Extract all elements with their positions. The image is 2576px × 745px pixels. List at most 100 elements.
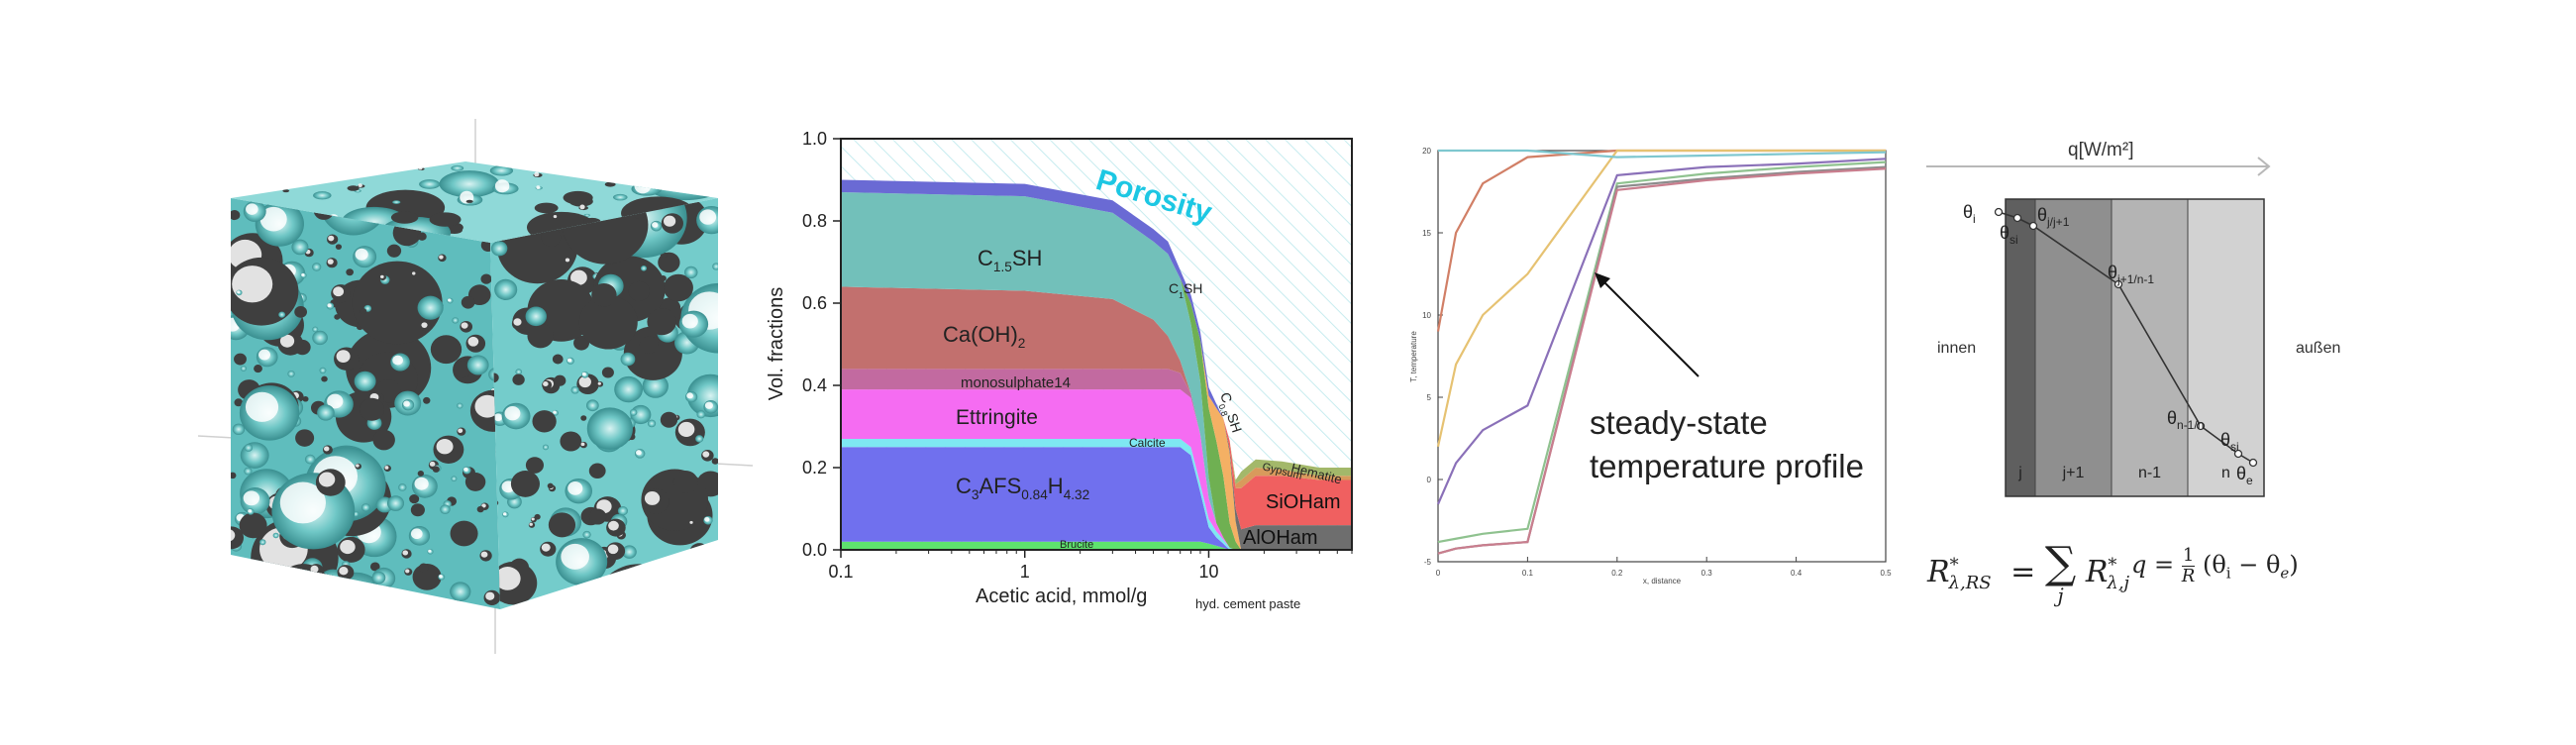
- pore: [244, 444, 254, 452]
- pore: [386, 244, 402, 258]
- pore-highlight: [579, 204, 585, 210]
- pore-highlight: [327, 259, 334, 265]
- pore-highlight: [704, 516, 710, 522]
- pore-highlight: [439, 255, 444, 260]
- temperature-point-label: θn-1/n: [2167, 408, 2204, 432]
- x-tick-label: 0.5: [1880, 569, 1892, 578]
- label-c15sh: C1.5SH: [978, 246, 1042, 274]
- arrow-right-icon: [2257, 157, 2271, 176]
- pore: [512, 373, 525, 385]
- pore: [240, 442, 269, 469]
- pore: [295, 429, 315, 447]
- pore: [244, 467, 253, 476]
- pore-highlight: [504, 405, 521, 421]
- pore-highlight: [644, 491, 661, 505]
- y-axis-label: T, temperature: [1409, 331, 1418, 382]
- pore: [642, 373, 669, 398]
- pore: [695, 435, 704, 443]
- pore-highlight: [702, 451, 710, 458]
- pore: [573, 585, 594, 604]
- pore: [294, 305, 308, 318]
- y-tick-label: 15: [1422, 229, 1431, 238]
- pore-highlight: [536, 185, 541, 189]
- pore-highlight: [276, 170, 281, 174]
- label-c1sh: C1SH: [1169, 280, 1202, 300]
- pore-highlight: [245, 391, 279, 422]
- pore: [361, 503, 370, 512]
- pore: [335, 244, 343, 251]
- pore: [712, 263, 718, 270]
- pore-highlight: [464, 467, 468, 472]
- pore-highlight: [428, 549, 432, 553]
- label-c3afs: C3AFS0.84H4.32: [956, 474, 1089, 502]
- pore: [696, 579, 703, 585]
- pore: [419, 179, 441, 189]
- pore-highlight: [494, 567, 521, 590]
- pore-highlight: [429, 461, 436, 467]
- pore: [312, 326, 319, 333]
- pore: [642, 596, 649, 602]
- temperature-point-label: θj/j+1: [2037, 205, 2070, 229]
- label-monosulphate14: monosulphate14: [961, 374, 1071, 391]
- layer-label: n-1: [2138, 465, 2161, 481]
- pore-highlight: [392, 355, 404, 366]
- wall-layer: [2187, 198, 2265, 497]
- inside-label: innen: [1937, 340, 1976, 357]
- x-axis-label: Acetic acid, mmol/g: [976, 585, 1147, 607]
- pore: [670, 558, 688, 574]
- pore: [317, 404, 335, 421]
- porous-cube-panel: [0, 0, 782, 745]
- pore: [601, 367, 614, 378]
- pore: [319, 367, 327, 374]
- pore: [231, 472, 237, 479]
- pore: [655, 590, 673, 606]
- x-tick-label: 0.4: [1791, 569, 1803, 578]
- pore-highlight: [318, 472, 336, 487]
- temperature-profile-chart-panel: 0 0.1 0.2 0.3 0.4 0.5 -5 0 5 10 15 20 x, distance T, …: [1387, 0, 1902, 745]
- pore: [372, 429, 395, 451]
- pore: [586, 407, 633, 450]
- annotation-line-2: temperature profile: [1590, 448, 1864, 484]
- pore: [409, 493, 420, 504]
- pore: [417, 295, 444, 320]
- pore: [457, 402, 464, 409]
- label-calcite: Calcite: [1129, 436, 1166, 450]
- pore: [346, 268, 354, 276]
- pore-highlight: [336, 350, 351, 364]
- pore: [689, 543, 710, 562]
- pore: [451, 164, 464, 171]
- x-tick-label: 0.2: [1611, 569, 1623, 578]
- pore: [671, 577, 678, 584]
- y-tick-label: 0.4: [802, 375, 827, 395]
- label-ettringite: Ettringite: [956, 406, 1038, 429]
- plot-frame: [840, 138, 1353, 551]
- y-tick-label: 0.6: [802, 293, 827, 313]
- pore: [278, 311, 286, 318]
- pore-highlight: [701, 588, 710, 596]
- wall-frame: [2005, 198, 2265, 497]
- pore-highlight: [333, 286, 345, 297]
- x-axis-label: x, distance: [1643, 577, 1682, 585]
- pore-highlight: [310, 565, 319, 574]
- x-axis-label-subscript: hyd. cement paste: [1195, 596, 1300, 611]
- series-line: [1437, 160, 1887, 544]
- wall-layer-diagram-panel: q[W/m²] j j+1 n-1 n innen außen θi θsi θj/j+1…: [1902, 0, 2576, 745]
- series-line: [1436, 149, 1886, 448]
- layer-label: j+1: [2062, 465, 2085, 481]
- pore-highlight: [481, 503, 486, 508]
- pore: [360, 308, 367, 315]
- pore: [418, 563, 429, 573]
- pore: [525, 457, 545, 474]
- wall-layer: [2111, 198, 2189, 497]
- temperature-point: [2012, 213, 2022, 223]
- pore: [354, 371, 376, 391]
- pore: [282, 189, 290, 193]
- pore: [450, 520, 478, 547]
- thermal-resistance-formula: R*λ,RS = ∑ j R*λ,j: [1927, 538, 2130, 607]
- pore-highlight: [356, 464, 360, 468]
- pore: [313, 191, 332, 200]
- pore: [548, 512, 576, 538]
- pore: [670, 584, 679, 592]
- pore: [466, 355, 489, 375]
- y-tick-label: 0.8: [802, 211, 827, 231]
